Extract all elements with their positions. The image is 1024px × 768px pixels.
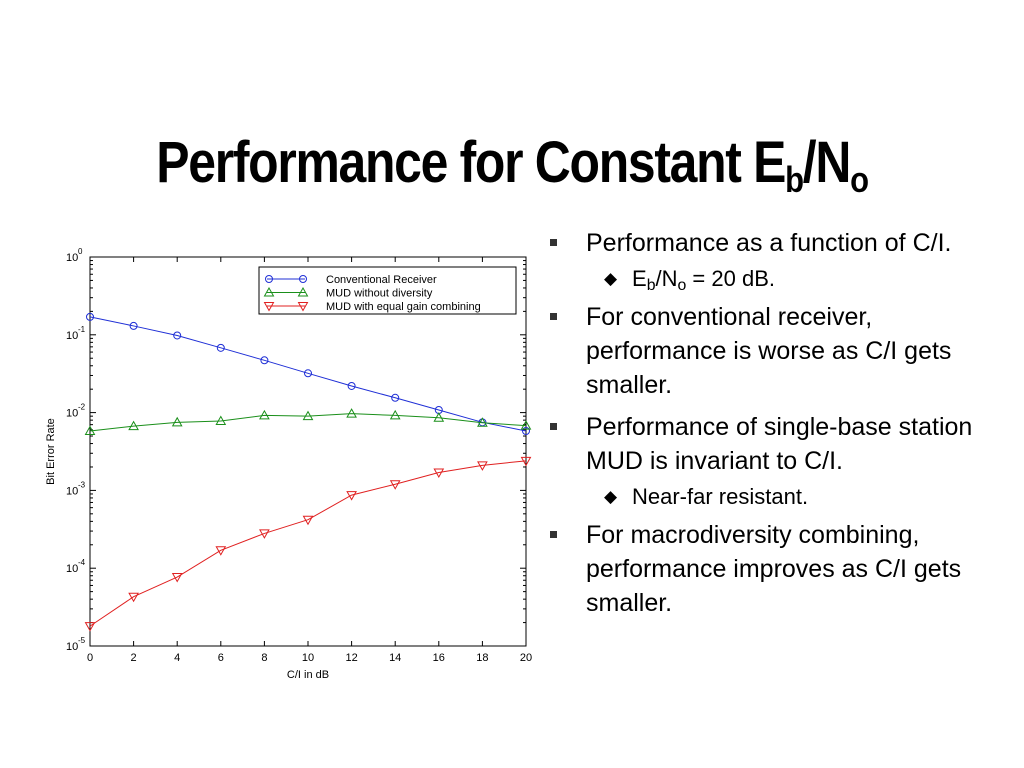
slide-title: Performance for Constant Eb/No: [156, 129, 869, 200]
diamond-bullet: ◆: [604, 487, 618, 506]
data-point-mud-with-equal-gain-combining: [302, 515, 314, 526]
y-tick-exponent: 0: [78, 247, 83, 256]
data-point-mud-with-equal-gain-combining: [259, 529, 270, 539]
x-tick-label: 2: [131, 652, 137, 664]
data-point-mud-without-diversity: [302, 410, 314, 421]
x-tick-label: 10: [302, 652, 314, 664]
x-tick-label: 6: [218, 652, 224, 664]
legend-marker: [263, 302, 275, 312]
bullet-text: = 20 dB.: [686, 266, 775, 291]
bullet-item: For conventional receiver, performance i…: [548, 300, 1018, 402]
data-point-mud-without-diversity: [215, 415, 227, 425]
bullet-text: For macrodiversity combining, performanc…: [586, 521, 962, 617]
y-tick-label: 10: [66, 408, 78, 420]
data-point-mud-without-diversity: [346, 408, 357, 418]
y-tick-label: 10: [66, 485, 78, 497]
data-point-mud-with-equal-gain-combining: [433, 468, 445, 478]
y-tick-label: 10: [66, 330, 78, 342]
bullet-item: Performance as a function of C/I.: [548, 226, 1018, 260]
x-tick-label: 16: [433, 652, 445, 664]
square-bullet: [550, 239, 557, 246]
y-tick-exponent: -3: [78, 480, 86, 489]
bullet-text: Near-far resistant.: [632, 484, 809, 509]
legend-label: Conventional Receiver: [326, 274, 437, 286]
x-tick-label: 4: [174, 652, 180, 664]
bullet-text: /N: [655, 266, 678, 291]
x-tick-label: 20: [520, 652, 532, 664]
series-line-mud-with-equal-gain-combining: [89, 460, 527, 627]
series-line-mud-without-diversity: [89, 413, 527, 432]
square-bullet: [550, 423, 557, 430]
data-point-mud-with-equal-gain-combining: [520, 456, 532, 467]
data-point-conventional-receiver: [260, 356, 269, 365]
legend-marker: [297, 302, 309, 312]
bullet-item: Performance of single-base station MUD i…: [548, 410, 1018, 478]
plot-frame: [89, 256, 527, 647]
data-point-mud-without-diversity: [389, 409, 401, 420]
x-tick-label: 18: [476, 652, 488, 664]
data-point-mud-with-equal-gain-combining: [477, 461, 488, 471]
x-tick-label: 0: [87, 652, 93, 664]
bullet-text: Performance of single-base station MUD i…: [586, 413, 973, 475]
y-tick-exponent: -1: [78, 325, 86, 334]
data-point-mud-without-diversity: [128, 420, 139, 431]
data-point-mud-without-diversity: [477, 417, 488, 427]
legend-label: MUD with equal gain combining: [326, 301, 481, 313]
square-bullet: [550, 531, 557, 538]
bullet-item: ◆ Eb/No = 20 dB.: [548, 264, 1018, 294]
data-point-mud-with-equal-gain-combining: [171, 573, 183, 583]
data-point-mud-without-diversity: [520, 420, 532, 430]
data-point-conventional-receiver: [216, 343, 225, 352]
data-point-conventional-receiver: [173, 331, 182, 340]
data-point-mud-with-equal-gain-combining: [389, 480, 401, 490]
data-point-conventional-receiver: [522, 427, 530, 436]
data-point-mud-without-diversity: [84, 425, 96, 436]
bullet-text: Performance as a function of C/I.: [586, 229, 952, 257]
y-tick-label: 10: [66, 641, 78, 653]
legend-label: MUD without diversity: [326, 288, 433, 300]
data-point-mud-with-equal-gain-combining: [84, 622, 96, 632]
y-tick-exponent: -5: [78, 636, 86, 645]
data-point-conventional-receiver: [304, 369, 312, 378]
bullet-item: ◆ Near-far resistant.: [548, 482, 1018, 512]
series-line-conventional-receiver: [89, 316, 527, 432]
x-tick-label: 14: [389, 652, 401, 664]
legend-marker: [299, 275, 307, 283]
y-axis-label: Bit Error Rate: [45, 418, 57, 485]
data-point-conventional-receiver: [86, 312, 94, 321]
data-point-mud-with-equal-gain-combining: [346, 491, 357, 501]
bullet-text: o: [677, 276, 687, 294]
legend-marker: [263, 286, 275, 297]
legend-marker: [265, 275, 273, 283]
data-point-mud-without-diversity: [259, 409, 270, 420]
data-point-conventional-receiver: [129, 321, 138, 330]
data-point-mud-with-equal-gain-combining: [215, 546, 227, 556]
x-axis-label: C/I in dB: [287, 669, 329, 681]
data-point-mud-with-equal-gain-combining: [128, 592, 139, 603]
diamond-bullet: ◆: [604, 269, 618, 288]
legend-marker: [297, 286, 309, 297]
data-point-mud-without-diversity: [433, 412, 445, 422]
y-tick-exponent: -2: [78, 403, 86, 412]
y-tick-exponent: -4: [78, 558, 86, 567]
ber-chart: 0 2 4 6 8 10 12 14 16 18 2010010-110-210-310-410-5…: [45, 247, 532, 681]
square-bullet: [550, 313, 557, 320]
bullet-text: E: [632, 266, 647, 291]
bullet-text: For conventional receiver, performance i…: [586, 303, 952, 399]
bullet-item: For macrodiversity combining, performanc…: [548, 518, 1018, 620]
data-point-conventional-receiver: [391, 393, 400, 402]
bullet-text: b: [646, 276, 656, 294]
x-tick-label: 12: [345, 652, 357, 664]
bullet-list: Performance as a function of C/I. ◆ Eb/No …: [548, 226, 1018, 628]
x-tick-label: 8: [261, 652, 267, 664]
data-point-mud-without-diversity: [171, 416, 183, 427]
y-tick-label: 10: [66, 252, 78, 264]
data-point-conventional-receiver: [347, 381, 356, 390]
y-tick-label: 10: [66, 563, 78, 575]
